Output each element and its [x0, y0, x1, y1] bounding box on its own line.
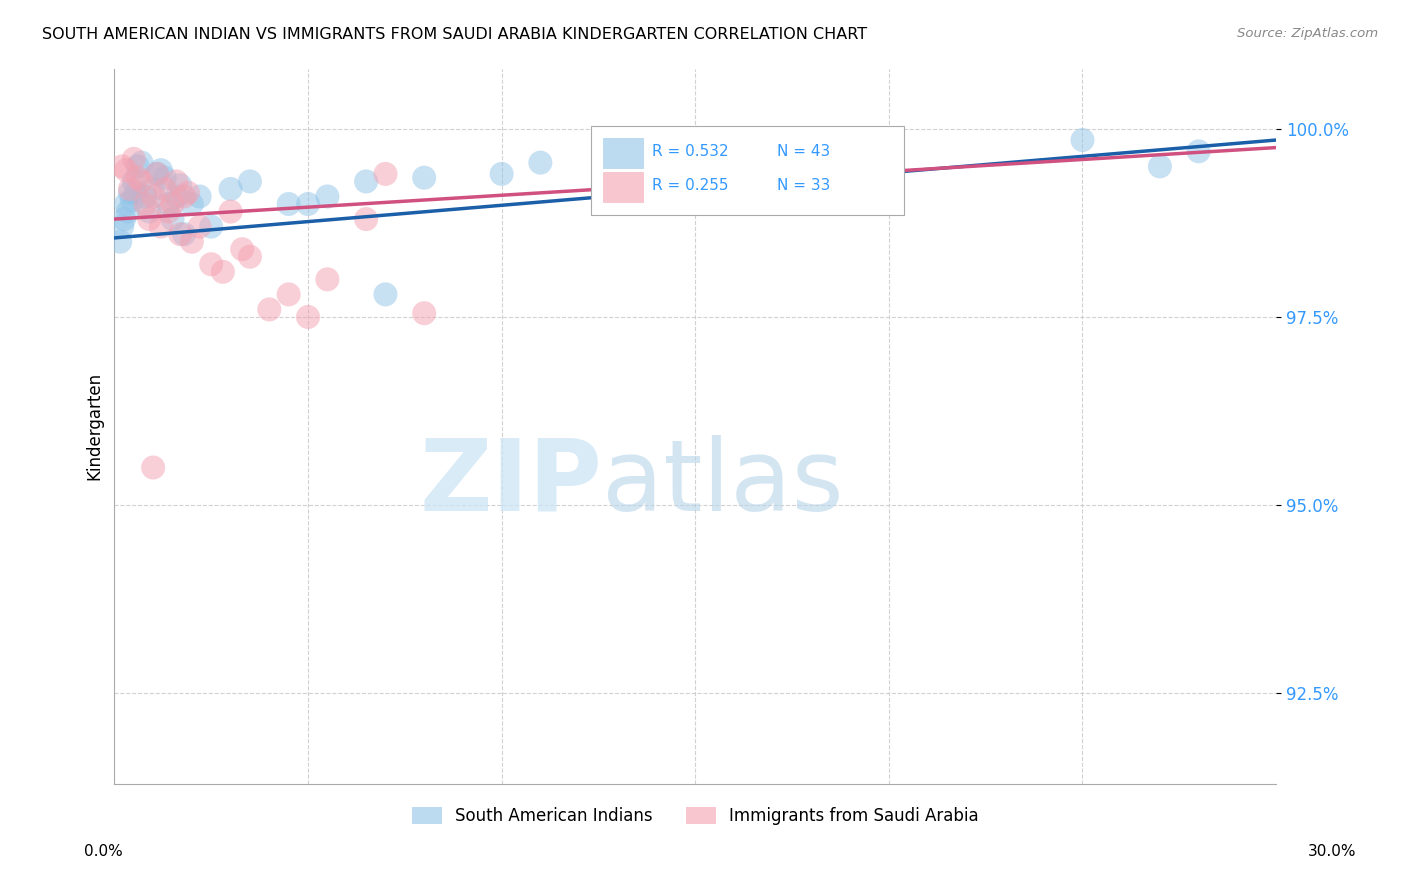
- Point: [131, 174, 153, 188]
- Text: R = 0.532: R = 0.532: [652, 145, 728, 160]
- Point: [316, 189, 339, 203]
- Point: [134, 197, 156, 211]
- Point: [211, 265, 233, 279]
- Point: [200, 219, 222, 234]
- Point: [239, 250, 262, 264]
- Point: [169, 178, 191, 193]
- Point: [142, 189, 165, 203]
- Point: [138, 204, 160, 219]
- Text: ZIP: ZIP: [419, 434, 602, 532]
- Text: 30.0%: 30.0%: [1309, 845, 1357, 859]
- Point: [413, 170, 436, 185]
- Point: [491, 167, 513, 181]
- Point: [157, 204, 180, 219]
- Point: [200, 257, 222, 271]
- Point: [529, 155, 551, 169]
- Text: Source: ZipAtlas.com: Source: ZipAtlas.com: [1237, 27, 1378, 40]
- Point: [1149, 160, 1171, 174]
- Point: [297, 197, 319, 211]
- Point: [354, 174, 377, 188]
- Point: [117, 204, 139, 219]
- Point: [165, 174, 187, 188]
- Point: [259, 302, 281, 317]
- Point: [142, 182, 165, 196]
- Point: [146, 167, 169, 181]
- Point: [112, 212, 135, 227]
- Point: [606, 152, 628, 166]
- Point: [316, 272, 339, 286]
- Point: [277, 197, 299, 211]
- Point: [111, 160, 134, 174]
- Point: [110, 235, 132, 249]
- Point: [219, 204, 242, 219]
- Point: [188, 189, 211, 203]
- Point: [1188, 145, 1211, 159]
- Point: [157, 197, 180, 211]
- FancyBboxPatch shape: [591, 126, 904, 215]
- Text: N = 43: N = 43: [776, 145, 830, 160]
- Point: [374, 287, 396, 301]
- Point: [118, 186, 141, 200]
- Legend: South American Indians, Immigrants from Saudi Arabia: South American Indians, Immigrants from …: [412, 807, 979, 825]
- Point: [277, 287, 299, 301]
- Point: [146, 167, 169, 181]
- Point: [354, 212, 377, 227]
- Point: [111, 219, 134, 234]
- Point: [645, 145, 668, 159]
- Point: [413, 306, 436, 320]
- Text: SOUTH AMERICAN INDIAN VS IMMIGRANTS FROM SAUDI ARABIA KINDERGARTEN CORRELATION C: SOUTH AMERICAN INDIAN VS IMMIGRANTS FROM…: [42, 27, 868, 42]
- Point: [162, 212, 184, 227]
- Point: [153, 182, 176, 196]
- Point: [180, 197, 202, 211]
- Point: [723, 152, 745, 166]
- Text: N = 33: N = 33: [776, 178, 830, 193]
- Point: [297, 310, 319, 324]
- FancyBboxPatch shape: [603, 172, 643, 202]
- Y-axis label: Kindergarten: Kindergarten: [86, 372, 103, 480]
- Point: [800, 160, 823, 174]
- FancyBboxPatch shape: [603, 138, 643, 168]
- Point: [134, 189, 156, 203]
- Text: atlas: atlas: [602, 434, 844, 532]
- Point: [127, 160, 149, 174]
- Point: [153, 170, 176, 185]
- Point: [127, 170, 149, 185]
- Point: [374, 167, 396, 181]
- Point: [118, 182, 141, 196]
- Point: [173, 227, 195, 241]
- Point: [173, 189, 195, 203]
- Point: [131, 155, 153, 169]
- Point: [177, 186, 200, 200]
- Point: [180, 235, 202, 249]
- Point: [219, 182, 242, 196]
- Text: R = 0.255: R = 0.255: [652, 178, 728, 193]
- Point: [1071, 133, 1094, 147]
- Text: 0.0%: 0.0%: [84, 845, 124, 859]
- Point: [122, 152, 145, 166]
- Point: [188, 219, 211, 234]
- Point: [149, 163, 172, 178]
- Point: [165, 189, 187, 203]
- Point: [115, 163, 138, 178]
- Point: [138, 212, 160, 227]
- Point: [125, 186, 148, 200]
- Point: [121, 194, 143, 208]
- Point: [162, 197, 184, 211]
- Point: [149, 219, 172, 234]
- Point: [231, 242, 253, 256]
- Point: [142, 460, 165, 475]
- Point: [169, 227, 191, 241]
- Point: [115, 197, 138, 211]
- Point: [877, 136, 900, 151]
- Point: [239, 174, 262, 188]
- Point: [122, 174, 145, 188]
